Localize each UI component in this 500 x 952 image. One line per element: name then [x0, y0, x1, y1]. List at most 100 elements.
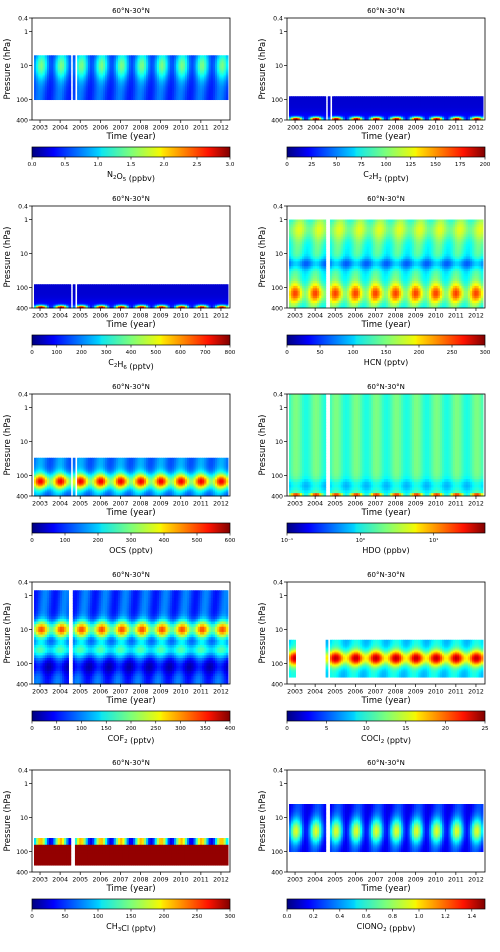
colorbar-tick-label: 150 [430, 162, 441, 168]
x-tick-label: 2012 [213, 313, 229, 320]
y-tick-label: 1 [279, 29, 283, 36]
x-tick-label: 2005 [72, 501, 88, 508]
y-axis-label: Pressure (hPa) [258, 227, 268, 288]
x-tick-label: 2004 [52, 125, 68, 132]
x-tick-label: 2007 [113, 501, 129, 508]
heatmap-cells [34, 284, 228, 308]
y-axis-label: Pressure (hPa) [3, 227, 13, 288]
colorbar-tick-label: 100 [76, 726, 87, 732]
y-axis-label: Pressure (hPa) [258, 415, 268, 476]
x-tick-label: 2012 [468, 689, 484, 696]
y-tick-label: 400 [271, 869, 283, 876]
y-tick-label: 1 [24, 405, 28, 412]
x-tick-label: 2007 [368, 313, 384, 320]
y-tick-label: 1 [279, 593, 283, 600]
x-tick-label: 2011 [448, 313, 464, 320]
x-tick-label: 2012 [468, 125, 484, 132]
x-tick-label: 2011 [193, 501, 209, 508]
x-tick-label: 2011 [193, 877, 209, 884]
x-tick-label: 2009 [153, 313, 169, 320]
x-tick-label: 2005 [72, 125, 88, 132]
colorbar-tick-label: 2.0 [160, 162, 169, 168]
colorbar-tick-label: 10¹ [429, 537, 438, 544]
x-tick-label: 2004 [307, 877, 323, 884]
colorbar-tick-label: 300 [126, 538, 137, 544]
colorbar-tick-label: 200 [126, 726, 137, 732]
y-tick-label: 400 [271, 305, 283, 312]
x-tick-label: 2005 [327, 313, 343, 320]
x-tick-label: 2003 [32, 501, 48, 508]
colorbar-tick-label: 200 [159, 914, 170, 920]
x-tick-label: 2009 [153, 689, 169, 696]
colorbar-tick-label: 300 [175, 726, 186, 732]
x-tick-label: 2005 [327, 877, 343, 884]
y-tick-label: 100 [271, 285, 283, 292]
colorbar-tick-label: 0 [30, 538, 34, 544]
x-tick-label: 2012 [213, 689, 229, 696]
colorbar-tick-label: 50 [61, 914, 69, 920]
panel-title: 60°N-30°N [112, 195, 150, 203]
y-tick-label: 1 [24, 29, 28, 36]
x-tick-label: 2003 [32, 689, 48, 696]
heatmap-cells [34, 838, 228, 866]
y-axis-label: Pressure (hPa) [258, 39, 268, 100]
colorbar-tick-label: 150 [101, 726, 112, 732]
y-axis-label: Pressure (hPa) [258, 603, 268, 664]
x-tick-label: 2009 [408, 689, 424, 696]
colorbar-label: COF2 (pptv) [108, 734, 155, 745]
colorbar-label: OCS (pptv) [109, 546, 153, 555]
x-tick-label: 2012 [468, 501, 484, 508]
colorbar-tick-label: 100 [60, 538, 71, 544]
x-tick-label: 2004 [307, 501, 323, 508]
x-tick-label: 2003 [287, 689, 303, 696]
y-tick-label: 100 [271, 849, 283, 856]
x-tick-label: 2012 [468, 877, 484, 884]
x-tick-label: 2006 [347, 125, 363, 132]
colorbar-tick-label: 800 [225, 350, 236, 356]
x-tick-label: 2010 [173, 313, 189, 320]
x-tick-label: 2004 [307, 689, 323, 696]
y-tick-label: 10 [20, 815, 28, 822]
heatmap-cells [289, 394, 483, 497]
colorbar-tick-label: 1.4 [467, 914, 476, 920]
x-tick-label: 2005 [72, 877, 88, 884]
x-tick-label: 2009 [408, 125, 424, 132]
x-tick-label: 2011 [448, 877, 464, 884]
colorbar-tick-label: 150 [381, 350, 392, 356]
panel-title: 60°N-30°N [367, 383, 405, 391]
y-tick-label: 1 [279, 217, 283, 224]
x-axis-label: Time (year) [360, 884, 410, 894]
x-tick-label: 2006 [347, 313, 363, 320]
x-tick-label: 2007 [113, 313, 129, 320]
colorbar-label: N2O5 (ppbv) [107, 170, 155, 183]
colorbar-tick-label: 600 [175, 350, 186, 356]
x-tick-label: 2007 [113, 125, 129, 132]
y-tick-label: 400 [271, 493, 283, 500]
panel-title: 60°N-30°N [367, 195, 405, 203]
x-tick-label: 2008 [388, 501, 404, 508]
x-tick-label: 2003 [287, 877, 303, 884]
colorbar-tick-label: 25 [308, 162, 316, 168]
x-tick-label: 2007 [113, 689, 129, 696]
colorbar-tick-label: 300 [480, 350, 491, 356]
x-tick-label: 2008 [133, 313, 149, 320]
x-tick-label: 2007 [368, 689, 384, 696]
x-tick-label: 2006 [92, 501, 108, 508]
x-tick-label: 2005 [72, 313, 88, 320]
x-tick-label: 2008 [388, 877, 404, 884]
colorbar-gradient [32, 335, 230, 345]
colorbar-tick-label: 300 [225, 914, 236, 920]
y-tick-label: 400 [16, 681, 28, 688]
x-tick-label: 2010 [428, 877, 444, 884]
x-tick-label: 2006 [92, 125, 108, 132]
